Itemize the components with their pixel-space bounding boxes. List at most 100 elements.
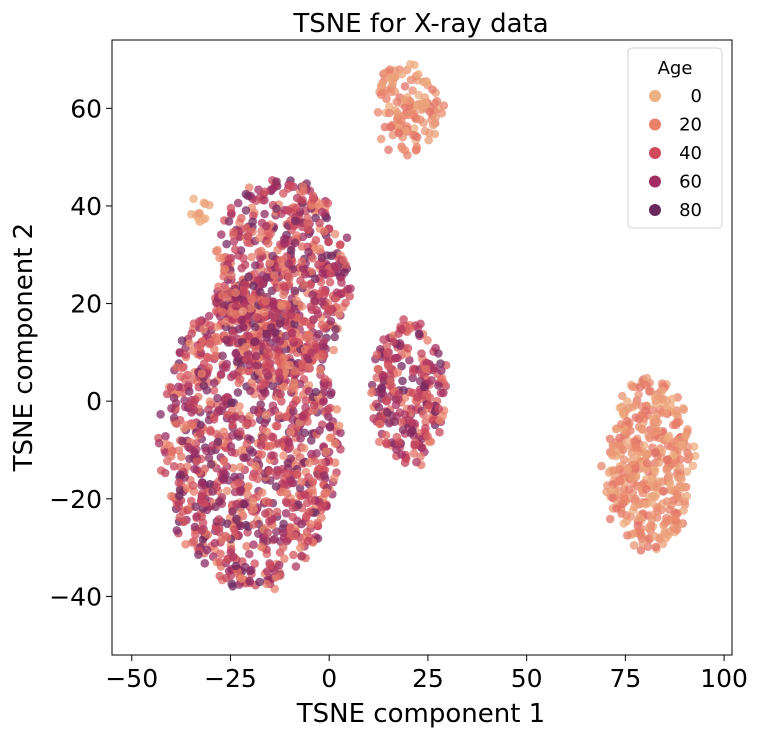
scatter-point — [411, 146, 421, 155]
scatter-point — [324, 305, 334, 315]
scatter-point — [253, 360, 262, 370]
scatter-point — [292, 470, 302, 480]
scatter-point — [439, 101, 449, 110]
scatter-point — [663, 441, 673, 451]
scatter-point — [284, 259, 294, 269]
scatter-point — [290, 367, 299, 376]
scatter-point — [262, 579, 272, 589]
scatter-point — [332, 288, 342, 297]
scatter-point — [167, 447, 177, 457]
scatter-point — [414, 90, 423, 100]
scatter-point — [161, 439, 171, 449]
scatter-point — [415, 115, 425, 124]
scatter-point — [619, 455, 629, 464]
scatter-point — [203, 530, 213, 539]
scatter-point — [308, 290, 317, 300]
scatter-point — [654, 477, 663, 487]
scatter-point — [432, 96, 442, 106]
scatter-point — [409, 449, 419, 458]
scatter-point — [262, 333, 272, 342]
scatter-point — [244, 331, 253, 341]
scatter-point — [289, 407, 298, 416]
scatter-point — [689, 442, 699, 451]
scatter-point — [247, 295, 257, 305]
scatter-point — [289, 550, 298, 560]
scatter-point — [290, 531, 299, 541]
scatter-point — [428, 416, 438, 425]
scatter-point — [169, 462, 179, 471]
legend-marker — [649, 204, 661, 216]
scatter-point — [630, 502, 639, 512]
scatter-point — [319, 227, 329, 236]
scatter-point — [397, 361, 406, 371]
scatter-point — [597, 461, 606, 471]
scatter-point — [618, 391, 627, 401]
scatter-point — [304, 247, 313, 257]
scatter-point — [282, 498, 292, 508]
scatter-point — [408, 86, 417, 95]
scatter-point — [286, 246, 296, 255]
scatter-point — [315, 289, 324, 299]
scatter-point — [216, 370, 226, 379]
scatter-point — [384, 145, 393, 155]
scatter-point — [177, 363, 186, 373]
scatter-point — [244, 272, 253, 282]
scatter-point — [286, 181, 296, 191]
scatter-point — [336, 240, 345, 249]
scatter-point — [212, 483, 221, 492]
scatter-point — [270, 534, 279, 544]
scatter-point — [175, 485, 185, 495]
scatter-point — [228, 552, 238, 561]
scatter-point — [397, 69, 407, 79]
scatter-point — [319, 342, 329, 352]
scatter-point — [412, 132, 422, 142]
scatter-point — [298, 182, 308, 191]
scatter-point — [249, 405, 259, 415]
scatter-point — [297, 257, 307, 267]
scatter-point — [248, 472, 258, 482]
scatter-point — [343, 284, 352, 294]
scatter-point — [237, 315, 246, 325]
scatter-point — [651, 447, 661, 457]
legend-label: 0 — [691, 86, 702, 107]
scatter-point — [637, 410, 646, 419]
scatter-point — [221, 317, 231, 326]
scatter-point — [375, 419, 385, 429]
scatter-point — [651, 542, 661, 552]
scatter-point — [182, 420, 191, 430]
scatter-point — [631, 442, 640, 452]
scatter-point — [160, 468, 170, 478]
scatter-point — [393, 108, 402, 118]
scatter-point — [424, 135, 434, 145]
scatter-point — [602, 487, 611, 497]
scatter-point — [251, 261, 260, 270]
scatter-point — [192, 456, 201, 466]
scatter-point — [385, 65, 395, 74]
scatter-point — [219, 272, 228, 281]
scatter-point — [233, 198, 243, 208]
scatter-point — [434, 349, 443, 358]
scatter-point — [324, 412, 333, 421]
scatter-point — [245, 411, 254, 421]
scatter-point — [666, 480, 675, 489]
scatter-point — [189, 194, 198, 204]
scatter-point — [232, 357, 242, 367]
scatter-point — [225, 288, 235, 297]
scatter-point — [317, 502, 327, 512]
scatter-point — [385, 108, 394, 118]
scatter-point — [629, 541, 639, 550]
scatter-point — [319, 397, 328, 406]
scatter-point — [431, 113, 441, 122]
scatter-point — [264, 344, 274, 353]
scatter-point — [230, 480, 239, 490]
scatter-point — [269, 300, 279, 309]
scatter-point — [638, 425, 647, 434]
scatter-point — [276, 389, 285, 399]
scatter-point — [330, 439, 340, 448]
scatter-point — [400, 458, 410, 468]
scatter-point — [326, 317, 336, 326]
scatter-point — [428, 85, 437, 94]
scatter-point — [236, 375, 245, 384]
scatter-point — [286, 427, 295, 437]
